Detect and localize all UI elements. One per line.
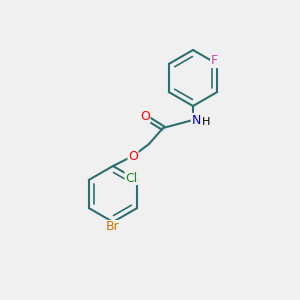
Text: N: N	[191, 113, 201, 127]
Text: F: F	[211, 55, 218, 68]
Text: Cl: Cl	[125, 172, 137, 184]
Text: O: O	[140, 110, 150, 122]
Text: H: H	[202, 117, 210, 127]
Text: Br: Br	[106, 220, 120, 233]
Text: O: O	[128, 149, 138, 163]
